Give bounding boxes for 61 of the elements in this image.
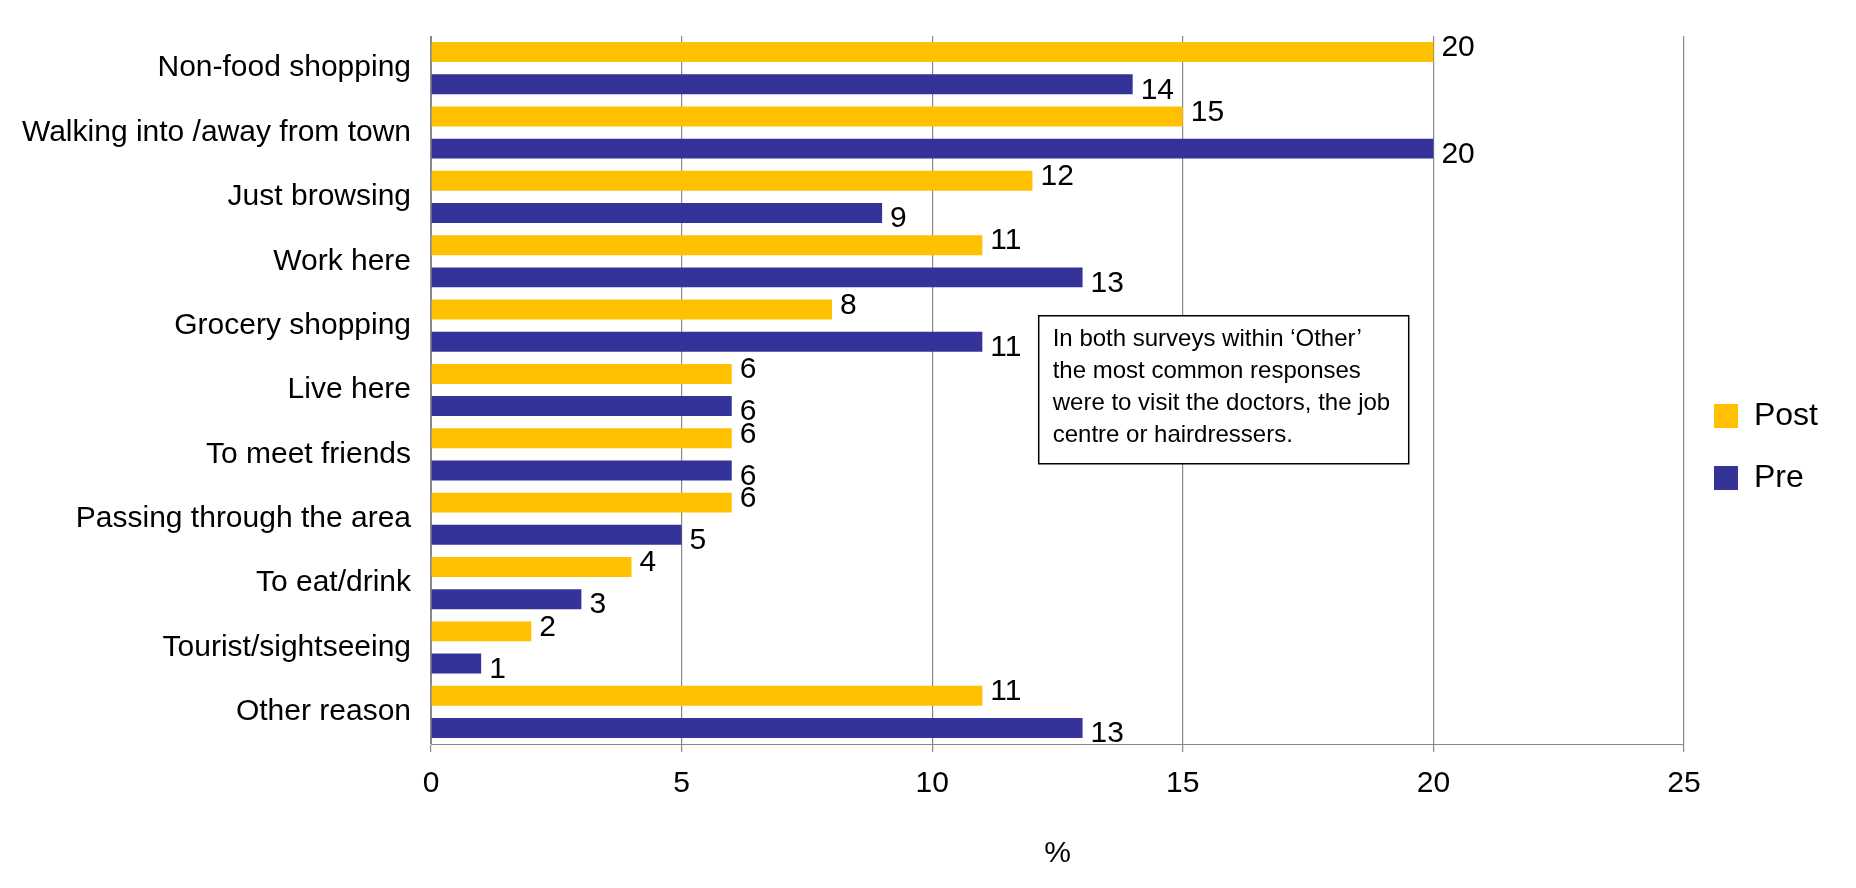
y-tick-label: Grocery shopping	[174, 306, 412, 340]
bar	[431, 74, 1133, 95]
data-label: 1	[489, 650, 506, 684]
bar	[431, 557, 632, 577]
bar	[431, 621, 532, 642]
data-label: 11	[990, 222, 1022, 256]
bar	[431, 299, 832, 320]
data-label: 12	[1040, 158, 1074, 192]
legend-label: Pre	[1753, 457, 1804, 494]
data-label: 4	[639, 544, 657, 578]
x-axis-title: %	[1044, 835, 1071, 869]
data-label: 6	[739, 351, 757, 385]
bar	[431, 203, 883, 223]
y-tick-label: Tourist/sightseeing	[162, 628, 412, 662]
bar	[431, 363, 732, 384]
data-label: 14	[1140, 71, 1175, 105]
x-tick-label: 5	[673, 765, 690, 799]
bar	[431, 428, 732, 449]
bar	[431, 460, 732, 481]
data-label: 15	[1190, 93, 1225, 127]
bar	[431, 106, 1183, 127]
bar	[431, 717, 1083, 738]
bar	[431, 524, 682, 545]
x-tick-label: 25	[1667, 765, 1701, 799]
y-tick-label: To meet friends	[205, 435, 412, 469]
y-tick-label: Walking into /away from town	[21, 113, 412, 147]
data-label: 11	[990, 328, 1022, 362]
data-label: 13	[1090, 264, 1124, 298]
annotation: In both surveys within ‘Other’ the most common responses were to visit the doctors, the job centre or hairdressers.	[1051, 324, 1391, 448]
bar	[431, 396, 732, 417]
bar	[431, 331, 983, 352]
y-tick-label: Other reason	[235, 693, 412, 727]
bar	[431, 235, 983, 256]
x-tick-label: 0	[422, 765, 440, 799]
x-tick-label: 20	[1416, 765, 1451, 799]
x-tick-label: 10	[915, 765, 949, 799]
data-label: 5	[689, 522, 707, 556]
data-label: 2	[539, 608, 556, 642]
data-label: 3	[589, 586, 607, 620]
bar	[431, 492, 732, 513]
data-label: 11	[990, 672, 1022, 706]
y-tick-label: Just browsing	[227, 178, 412, 212]
data-label: 20	[1441, 135, 1475, 169]
y-tick-label: Passing through the area	[75, 499, 412, 533]
bar	[431, 589, 582, 610]
y-tick-label: Live here	[287, 371, 412, 405]
y-tick-label: To eat/drink	[255, 564, 413, 598]
bar	[431, 42, 1434, 63]
bar	[431, 267, 1083, 288]
bar	[431, 138, 1434, 159]
legend-label: Post	[1753, 395, 1819, 432]
bar	[431, 653, 482, 674]
data-label: 13	[1090, 715, 1124, 749]
y-tick-label: Non-food shopping	[157, 49, 412, 83]
data-label: 9	[890, 200, 907, 234]
bar	[431, 170, 1033, 191]
y-tick-label: Work here	[273, 242, 412, 276]
data-label: 8	[839, 286, 857, 320]
bar	[431, 685, 983, 706]
data-label: 20	[1441, 29, 1475, 63]
x-tick-label: 15	[1166, 765, 1200, 799]
